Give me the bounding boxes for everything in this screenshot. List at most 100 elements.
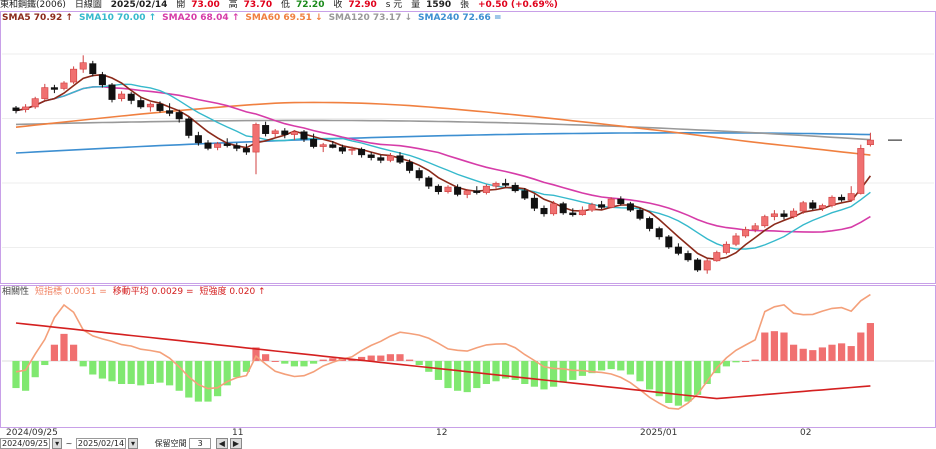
histogram-bar — [809, 350, 817, 361]
histogram-bar — [252, 347, 260, 361]
histogram-bar — [70, 344, 78, 361]
candle-body — [732, 235, 740, 245]
histogram-bar — [329, 358, 337, 361]
indicator-ma-line — [15, 322, 871, 400]
candle-body — [310, 138, 318, 147]
low-value: 72.20 — [295, 0, 325, 10]
candle-body — [838, 196, 846, 201]
candle-body — [194, 135, 202, 144]
histogram-bar — [550, 360, 558, 387]
candle-body — [626, 203, 634, 211]
histogram-bar — [722, 360, 730, 367]
histogram-bar — [233, 360, 241, 378]
histogram-bar — [166, 360, 174, 386]
histogram-bar — [271, 360, 279, 362]
histogram-bar — [454, 360, 462, 391]
candle-body — [233, 145, 241, 149]
candle-body — [319, 144, 327, 147]
low-label: 低 — [280, 0, 290, 10]
end-date-field[interactable]: 2025/02/14 — [75, 438, 127, 449]
histogram-bar — [818, 347, 826, 361]
histogram-bar — [406, 359, 414, 361]
candle-body — [655, 228, 663, 238]
candle-body — [607, 198, 615, 208]
x-axis-labels: 2024/09/25 11 12 2025/01 02 — [0, 428, 936, 439]
histogram-bar — [790, 344, 798, 361]
candle-body — [617, 198, 625, 204]
histogram-bar — [194, 360, 202, 402]
candle-body — [118, 93, 126, 99]
candle-body — [377, 157, 385, 161]
candle-body — [454, 186, 462, 195]
histogram-bar — [367, 355, 375, 361]
candle-body — [857, 148, 865, 194]
candle-body — [137, 100, 145, 108]
close-label: 收 — [333, 0, 343, 10]
ma-legend-sma20: SMA20 68.04 ↑ — [162, 13, 240, 23]
oscillator-legend: 相關性 短指標 0.0031 = 移動平均 0.0029 = 短強度 0.020 ↑ — [2, 287, 272, 298]
candle-body — [204, 142, 212, 149]
histogram-bar — [588, 360, 596, 374]
candle-body — [175, 112, 183, 120]
candle-body — [530, 197, 538, 209]
start-date-field[interactable]: 2024/09/25 — [0, 438, 51, 449]
candle-body — [338, 147, 346, 152]
histogram-bar — [780, 332, 788, 361]
candle-body — [521, 190, 529, 199]
histogram-bar — [175, 360, 183, 391]
candle-body — [166, 110, 174, 114]
histogram-bar — [578, 360, 586, 376]
candle-body — [742, 229, 750, 237]
stock-name: 東和鋼鐵(2006) — [0, 0, 66, 10]
candle-body — [550, 203, 558, 215]
histogram-bar — [242, 360, 250, 372]
histogram-bar — [674, 360, 682, 406]
histogram-bar — [530, 360, 538, 387]
histogram-bar — [598, 360, 606, 371]
close-unit: s 元 — [385, 0, 403, 10]
candle-body — [415, 170, 423, 179]
candle-body — [761, 216, 769, 227]
histogram-bar — [262, 354, 270, 361]
short-indicator-line — [15, 293, 871, 410]
histogram-bar — [98, 360, 106, 379]
histogram-bar — [127, 360, 135, 384]
start-date-dropdown[interactable]: ▾ — [52, 438, 63, 449]
histogram-bar — [559, 360, 567, 383]
histogram-bar — [482, 360, 490, 384]
ma-legend-sma120: SMA120 73.17 ↓ — [328, 13, 413, 23]
histogram-bar — [540, 360, 548, 390]
x-label-feb: 02 — [800, 428, 812, 438]
candle-body — [569, 212, 577, 216]
osc-legend-item: 移動平均 0.0029 = — [112, 287, 194, 297]
ma-legend: SMA5 70.92 ↑ SMA10 70.00 ↑ SMA20 68.04 ↑ SM… — [2, 13, 508, 24]
candle-body — [790, 210, 798, 217]
candle-body — [31, 98, 39, 108]
candle-body — [329, 144, 337, 148]
volume-unit: 張 — [460, 0, 470, 10]
x-label-nov: 11 — [232, 428, 244, 438]
sma10-line — [15, 83, 871, 250]
candle-body — [722, 243, 730, 253]
candle-body — [540, 207, 548, 215]
histogram-bar — [742, 360, 750, 362]
histogram-bar — [22, 360, 30, 391]
histogram-bar — [300, 360, 308, 367]
candle-body — [636, 209, 644, 219]
candle-body — [108, 84, 116, 100]
histogram-bar — [12, 360, 20, 389]
candle-body — [473, 190, 481, 193]
keep-space-value[interactable]: 3 — [189, 438, 212, 449]
range-toolbar: 2024/09/25 ▾ ~ 2025/02/14 ▾ 保留空間 3 ◀ ▶ — [0, 438, 936, 449]
end-date-dropdown[interactable]: ▾ — [128, 438, 139, 449]
candle-body — [22, 106, 30, 110]
histogram-bar — [290, 360, 298, 367]
histogram-bar — [310, 360, 318, 364]
sma240-line — [15, 132, 871, 154]
zoom-in-button[interactable]: ◀ — [215, 438, 228, 449]
candle-body — [694, 259, 702, 271]
x-label-jan: 2025/01 — [640, 428, 678, 438]
volume-label: 量 — [411, 0, 421, 10]
zoom-out-button[interactable]: ▶ — [229, 438, 242, 449]
candle-body — [223, 143, 231, 146]
